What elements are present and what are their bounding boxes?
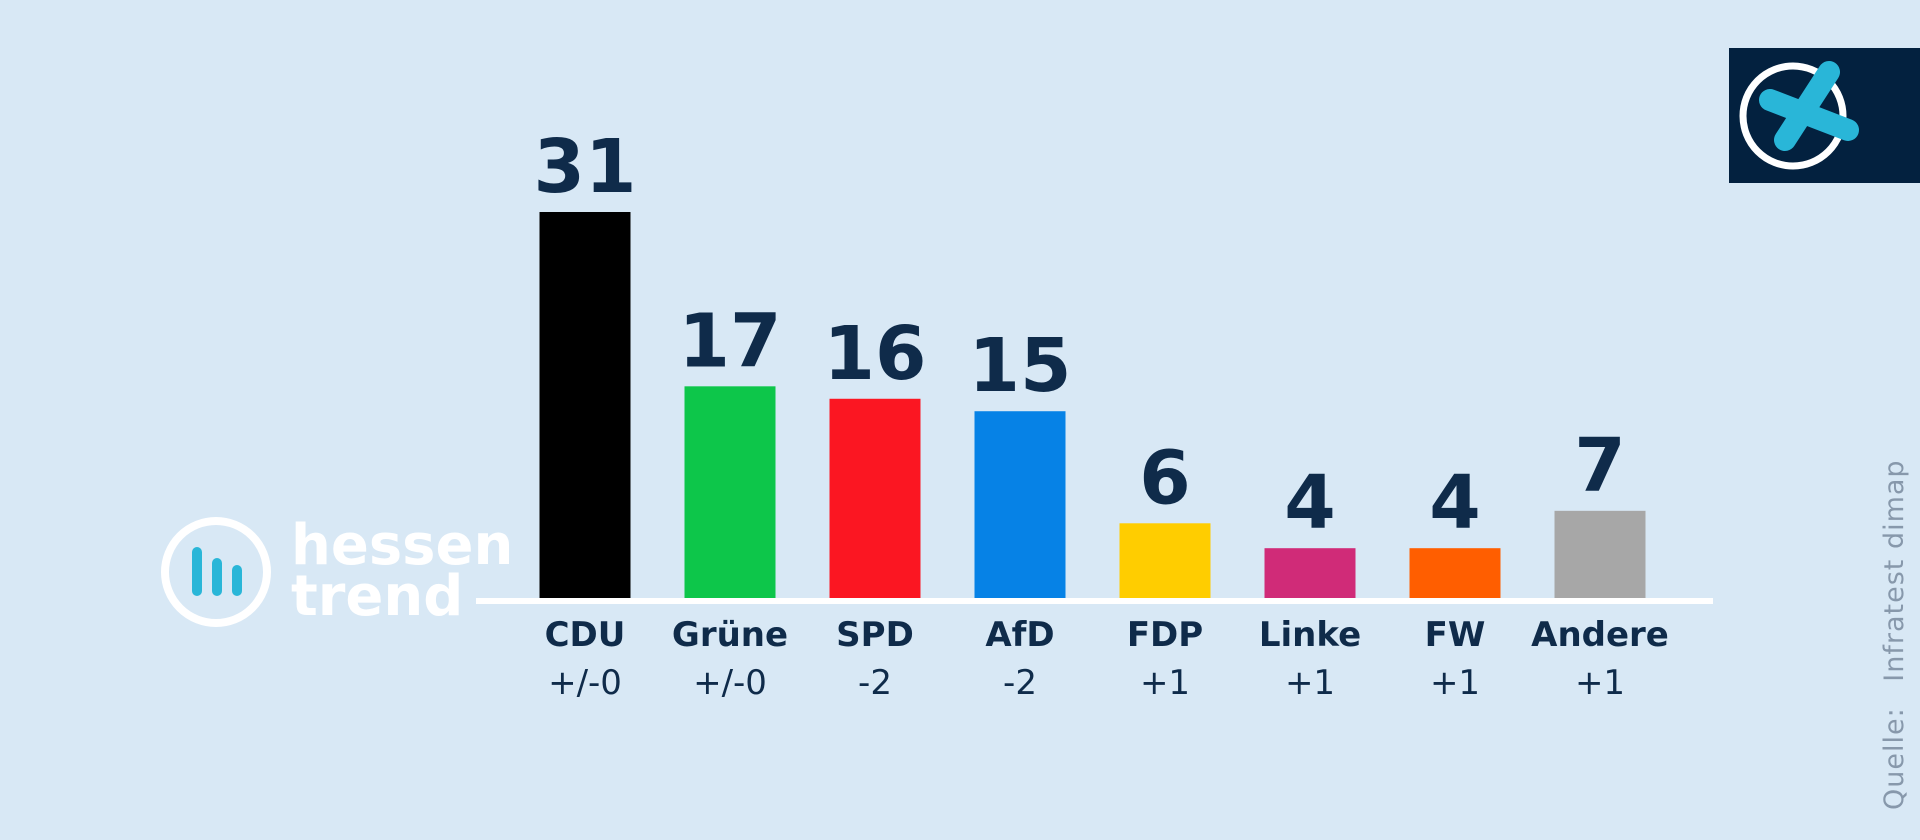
category-label: Linke <box>1259 615 1361 655</box>
category-label: AfD <box>985 615 1054 655</box>
value-label: 4 <box>1429 460 1481 546</box>
source-name: Infratest dimap <box>1879 459 1910 681</box>
ballot-cross-icon <box>1739 61 1859 170</box>
logo-text-line2: trend <box>291 564 463 629</box>
change-label: +1 <box>1285 663 1335 703</box>
category-label: Andere <box>1531 615 1669 655</box>
value-label: 4 <box>1284 460 1336 546</box>
value-label: 15 <box>969 323 1072 409</box>
category-label: FW <box>1425 615 1486 655</box>
bar-fw <box>1409 548 1501 598</box>
change-label: -2 <box>1003 663 1037 703</box>
change-label: +1 <box>1430 663 1480 703</box>
source-label: Quelle: <box>1879 707 1910 810</box>
value-label: 31 <box>534 124 637 210</box>
bar-cdu <box>539 212 631 598</box>
value-label: 7 <box>1574 423 1626 509</box>
bar-fdp <box>1119 523 1211 598</box>
bar-chart-circle-icon <box>161 517 271 627</box>
badge <box>1729 48 1920 183</box>
hessentrend-logo: hessen trend <box>161 513 513 629</box>
logo-text-line1: hessen <box>291 513 513 578</box>
change-label: +1 <box>1575 663 1625 703</box>
bar-spd <box>829 398 921 598</box>
change-label: +/-0 <box>693 663 767 703</box>
bar-grüne <box>684 386 776 598</box>
bar-afd <box>974 411 1066 598</box>
value-label: 16 <box>824 311 927 397</box>
category-label: SPD <box>836 615 914 655</box>
change-label: +/-0 <box>548 663 622 703</box>
source-note: Quelle: Infratest dimap <box>1879 459 1910 810</box>
change-label: -2 <box>858 663 892 703</box>
bar-linke <box>1264 548 1356 598</box>
category-label: FDP <box>1127 615 1203 655</box>
bars: 31 CDU +/-0 17 Grüne +/-0 16 SPD -2 15 AfD -2 6 FDP +1… <box>534 124 1669 703</box>
category-label: Grüne <box>672 615 788 655</box>
bar-andere <box>1554 510 1646 598</box>
category-label: CDU <box>545 615 626 655</box>
value-label: 17 <box>679 298 782 384</box>
value-label: 6 <box>1139 435 1191 521</box>
change-label: +1 <box>1140 663 1190 703</box>
